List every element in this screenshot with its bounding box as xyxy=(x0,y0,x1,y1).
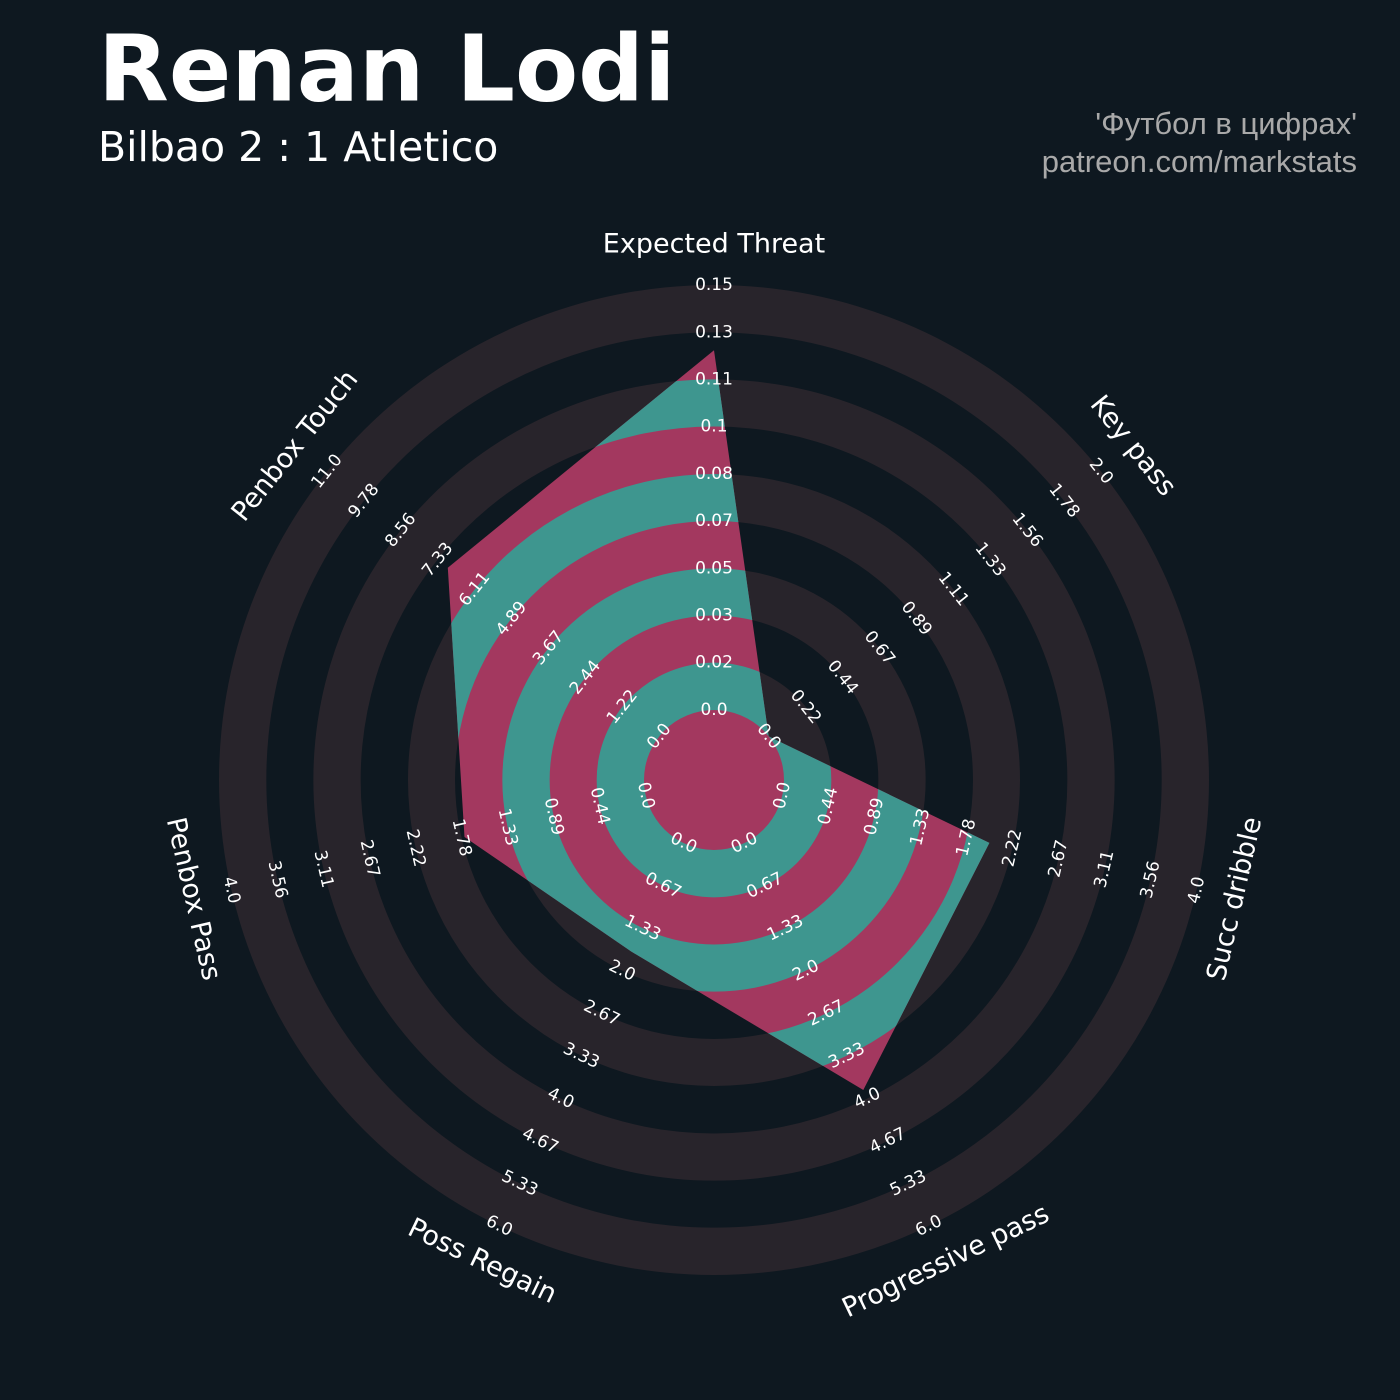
chart-title: Renan Lodi xyxy=(98,15,676,122)
tick-label: 0.05 xyxy=(695,558,733,578)
credit: 'Футбол в цифрах' xyxy=(1095,106,1357,141)
tick-label: 0.08 xyxy=(695,464,733,484)
tick-label: 0.15 xyxy=(695,275,733,295)
chart-subtitle: Bilbao 2 : 1 Atletico xyxy=(98,123,498,171)
tick-label: 0.13 xyxy=(695,322,733,342)
credit: patreon.com/markstats xyxy=(1042,144,1357,179)
tick-label: 0.1 xyxy=(700,417,727,437)
tick-label: 0.11 xyxy=(695,369,733,389)
tick-label: 0.0 xyxy=(700,700,727,720)
tick-label: 0.02 xyxy=(695,653,733,673)
axis-label: Expected Threat xyxy=(603,229,825,260)
tick-label: 0.07 xyxy=(695,511,733,531)
tick-label: 0.03 xyxy=(695,606,733,626)
